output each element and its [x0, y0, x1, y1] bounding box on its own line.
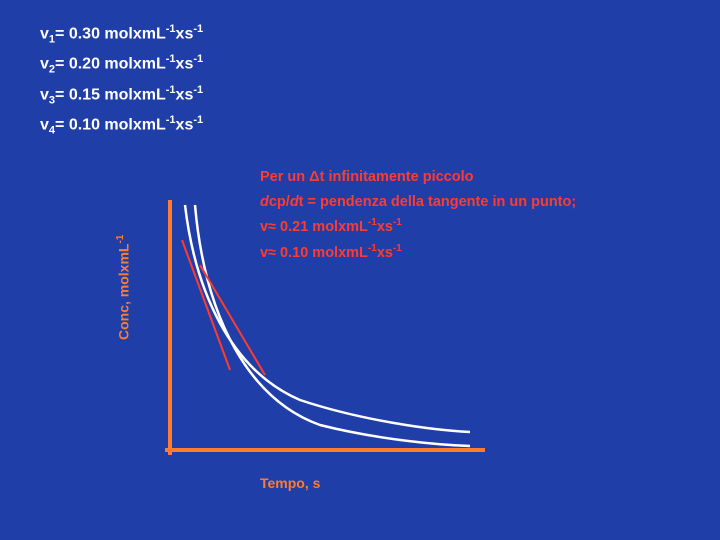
velocity-line: v3= 0.15 molxmL-1xs-1 [40, 81, 203, 111]
velocity-list: v1= 0.30 molxmL-1xs-1 v2= 0.20 molxmL-1x… [40, 20, 203, 141]
velocity-line: v2= 0.20 molxmL-1xs-1 [40, 50, 203, 80]
velocity-line: v4= 0.10 molxmL-1xs-1 [40, 111, 203, 141]
velocity-line: v1= 0.30 molxmL-1xs-1 [40, 20, 203, 50]
decay-chart [140, 210, 500, 460]
annotation-line: Per un Δt infinitamente piccolo [260, 165, 576, 190]
curve-upper [185, 205, 470, 432]
y-axis-label: Conc, molxmL-1 [115, 235, 132, 340]
x-axis-label: Tempo, s [260, 475, 320, 491]
tangent-line [200, 265, 265, 375]
